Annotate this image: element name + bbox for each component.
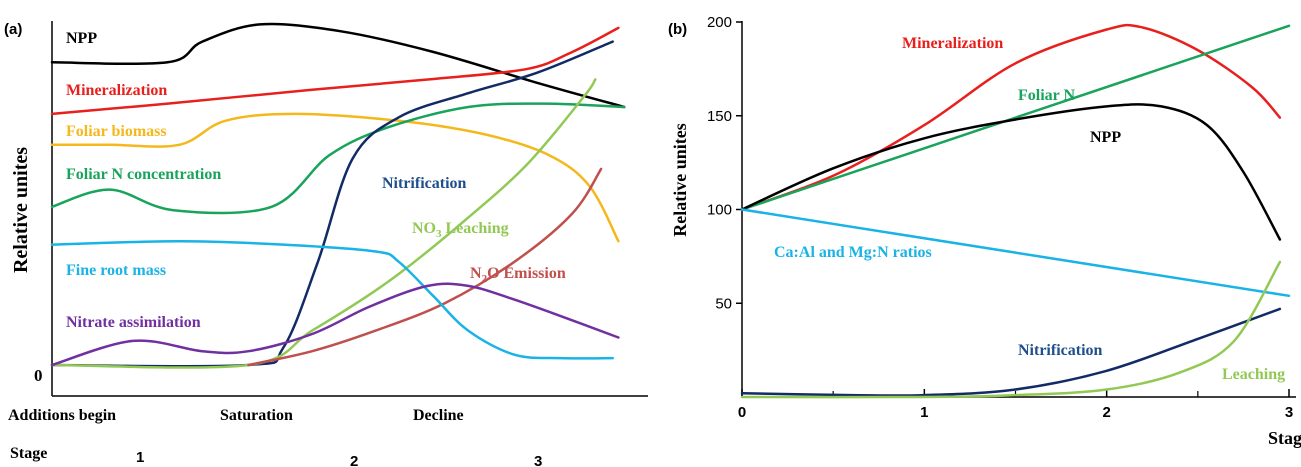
panel-a-label-no3-leaching: NO3 Leaching: [412, 220, 509, 240]
panel-b-label: (b): [668, 21, 687, 38]
panel-a-line-n2o-emission: [247, 167, 603, 367]
panel-a-label-nitrification: Nitrification: [382, 175, 467, 192]
panel-b-x-axis-label: Stage: [1268, 428, 1301, 448]
panel-b-label-leaching: Leaching: [1222, 366, 1285, 383]
panel-b-label-npp: NPP: [1090, 129, 1121, 146]
panel-a-y-zero-label: 0: [34, 366, 43, 385]
panel-b-x-tick-label-2: 2: [1102, 404, 1110, 421]
panel-b-y-tick-label-200: 200: [707, 14, 732, 31]
panel-a-label: (a): [4, 21, 22, 38]
panel-a-stage-number-3: 3: [534, 453, 542, 467]
panel-a-label-foliar-n: Foliar N concentration: [66, 166, 221, 183]
panel-b-line-ca-al-and-mg-n-ratios: [740, 208, 1291, 298]
panel-a-line-fine-root-mass: [50, 239, 614, 360]
panel-a-x-label-saturation: Saturation: [220, 407, 293, 424]
panel-a-line-no3-leaching: [50, 78, 597, 369]
panel-a-line-nitrate-assimilation: [50, 282, 620, 367]
panel-a-series: [50, 22, 626, 369]
panel-b-line-foliar-n: [740, 24, 1291, 211]
panel-b-x-tick-label-3: 3: [1285, 404, 1293, 421]
panel-a-x-label-decline: Decline: [413, 407, 464, 424]
panel-a-x-label-additions: Additions begin: [8, 407, 116, 424]
panel-a-line-npp: [50, 22, 626, 109]
panel-a-stage-number-2: 2: [350, 453, 358, 467]
panel-b-series: [740, 23, 1291, 399]
panel-b-x-tick-label-0: 0: [738, 404, 746, 421]
panel-b-y-tick-label-150: 150: [707, 108, 732, 125]
panel-a-stage-heading: Stage: [10, 445, 47, 462]
panel-a-label-foliar-biomass: Foliar biomass: [66, 123, 167, 140]
panel-b-y-tick-label-50: 50: [715, 295, 732, 312]
panel-b-y-axis-label: Relative unites: [670, 123, 690, 236]
panel-b-label-nitrification: Nitrification: [1018, 342, 1103, 359]
panel-b: (b) Relative unites 0 1 2 3 50 100 150 200 Stag…: [668, 14, 1301, 448]
panel-b-ticks: 0 1 2 3 50 100 150 200: [707, 14, 1293, 421]
panel-a-line-foliar-biomass: [50, 112, 620, 243]
panel-a-label-npp: NPP: [66, 30, 97, 47]
panel-a: (a) Relative unites 0 NPP Mineralization…: [4, 21, 648, 467]
panel-b-line-leaching: [740, 260, 1282, 399]
panel-b-line-nitrification: [740, 307, 1282, 397]
panel-b-label-foliar-n: Foliar N: [1018, 87, 1075, 104]
panel-a-label-nitrate-assimilation: Nitrate assimilation: [66, 314, 201, 331]
panel-a-y-axis-label: Relative unites: [10, 147, 32, 273]
panel-b-line-mineralization: [740, 23, 1282, 211]
panel-a-label-fine-root: Fine root mass: [66, 262, 166, 279]
panel-b-line-npp: [740, 103, 1282, 241]
panel-b-y-tick-label-100: 100: [707, 202, 732, 219]
panel-a-line-mineralization: [50, 26, 620, 116]
panel-a-line-foliar-n-concentration: [50, 102, 626, 215]
panel-a-label-mineralization: Mineralization: [66, 82, 167, 99]
panel-b-label-ratios: Ca:Al and Mg:N ratios: [774, 244, 932, 261]
panel-a-label-n2o-emission: N2O Emission: [470, 265, 566, 285]
panel-b-x-tick-label-1: 1: [920, 404, 928, 421]
panel-b-label-mineralization: Mineralization: [902, 35, 1003, 52]
panel-a-stage-number-1: 1: [136, 449, 144, 466]
